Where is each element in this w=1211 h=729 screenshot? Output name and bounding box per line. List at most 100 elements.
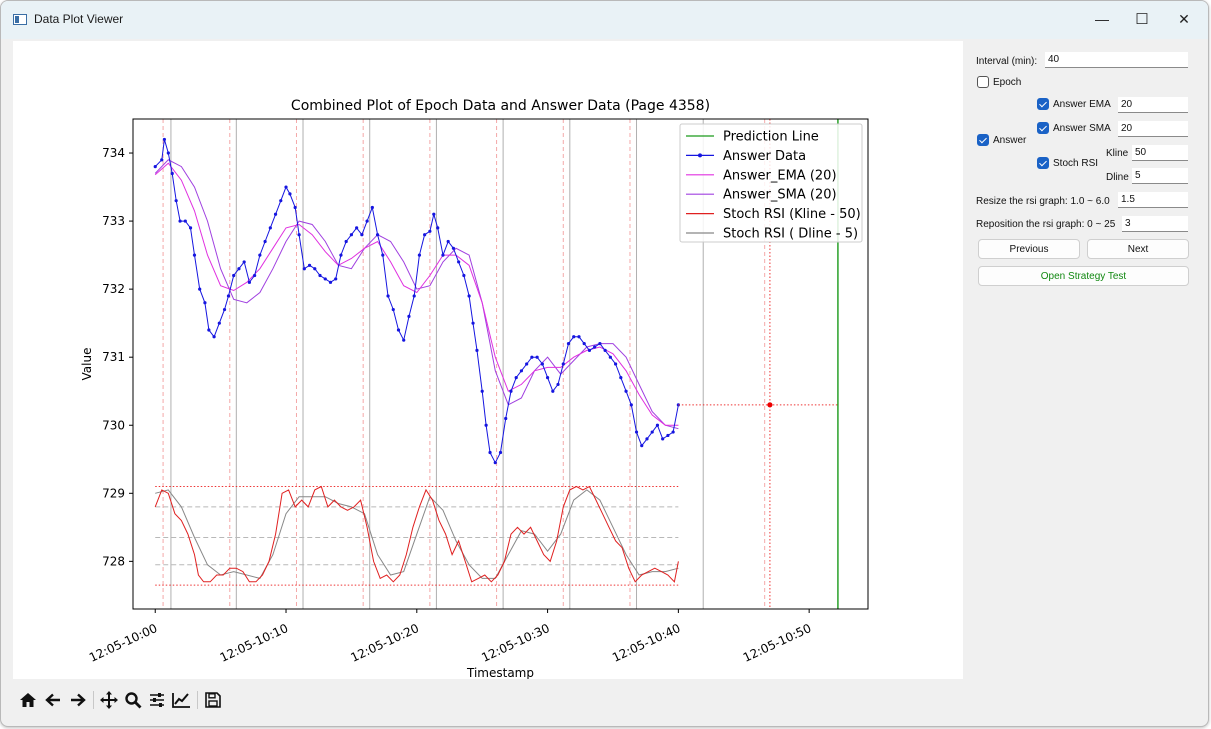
edit-axes-icon[interactable] [171,689,191,711]
answer-ema-series [154,162,679,426]
answer-data-point [237,267,241,271]
answer-data-point [313,267,317,271]
maximize-button[interactable]: ☐ [1135,11,1149,28]
interval-label: Interval (min): [976,56,1038,67]
answer-data-point [530,355,534,359]
answer-data-point [587,348,592,352]
minimize-button[interactable]: — [1095,11,1109,27]
answer-checkbox[interactable] [977,134,989,146]
answer-ema-checkbox[interactable] [1037,98,1049,110]
app-icon [13,14,27,25]
answer-data-point [407,314,411,318]
answer-data-point [551,389,555,393]
answer-data-point [263,239,267,244]
answer-data-point [242,260,246,264]
answer-data-point [212,335,216,339]
answer-sma-label: Answer SMA [1053,123,1111,134]
answer-data-point [183,219,187,223]
pan-icon[interactable] [99,689,119,711]
answer-data-point [166,151,170,155]
answer-data-point [462,273,466,278]
y-tick-label: 728 [102,554,125,568]
epoch-label: Epoch [993,77,1022,88]
answer-data-point [302,267,306,271]
x-tick-label: 12:05-10:20 [349,621,422,665]
x-tick-label: 12:05-10:30 [479,621,552,665]
open-strategy-test-button[interactable]: Open Strategy Test [978,266,1189,286]
answer-data-point [484,423,488,427]
answer-sma-series [154,159,679,430]
answer-data-point [402,338,406,342]
answer-data-point [545,376,550,380]
answer-data-point [629,403,633,407]
legend-entry: Stoch RSI (Kline - 50) [723,207,861,222]
answer-data-point [297,233,301,237]
answer-data-point [232,273,236,278]
zoom-icon[interactable] [123,689,143,711]
answer-sma-checkbox[interactable] [1037,122,1049,134]
answer-data-point [655,423,660,427]
back-arrow-icon[interactable] [43,689,63,711]
answer-data-point [645,437,649,441]
answer-data-point [671,430,675,434]
answer-data-point [423,233,427,237]
answer-data-point [593,345,597,349]
answer-data-point [488,450,492,455]
kline-label: Kline [1106,148,1129,159]
answer-data-point [162,137,166,142]
resize-input[interactable] [1118,192,1188,208]
x-tick-label: 12:05-10:00 [87,621,160,665]
x-tick-label: 12:05-10:10 [218,621,291,665]
answer-data-point [207,328,211,332]
dline-input[interactable] [1132,168,1188,184]
answer-data-point [370,205,374,210]
answer-data-point [328,280,333,284]
reposition-label: Reposition the rsi graph: 0 ~ 25 [976,219,1116,230]
answer-data-point [339,253,343,257]
forward-arrow-icon[interactable] [68,689,88,711]
answer-ema-input[interactable] [1118,97,1188,113]
resize-label: Resize the rsi graph: 1.0 ~ 6.0 [976,196,1110,207]
answer-data-point [360,233,364,237]
answer-data-point [493,461,497,465]
y-tick-label: 732 [102,282,125,296]
answer-data-point [535,355,539,359]
stoch-rsi-checkbox[interactable] [1037,157,1049,169]
answer-data-point [279,199,283,203]
answer-data-point [412,294,416,298]
answer-data-point [396,328,401,332]
save-icon[interactable] [203,689,223,711]
answer-data-point [666,433,670,438]
y-axis-label: Value [80,348,94,381]
next-button[interactable]: Next [1087,239,1189,259]
answer-label: Answer [993,135,1027,146]
answer-data-point [457,260,461,264]
answer-data-point [247,280,251,284]
answer-data-point [284,185,288,189]
answer-data-point [174,199,178,203]
plot-frame [132,118,869,610]
reposition-input[interactable] [1122,216,1188,232]
answer-data-point [525,362,529,366]
chart-svg: 728 729 730 731 732 733 734 12:05-10:00 12:05-10… [80,98,869,679]
answer-data-point [288,192,292,196]
plot-canvas[interactable]: 728 729 730 731 732 733 734 12:05-10:00 12:05-10… [13,41,963,679]
interval-input[interactable] [1045,52,1188,68]
answer-data-point [572,335,576,339]
answer-sma-input[interactable] [1118,121,1188,137]
epoch-checkbox[interactable] [977,76,989,88]
home-icon[interactable] [18,689,38,711]
kline-input[interactable] [1132,145,1188,161]
previous-button[interactable]: Previous [978,239,1080,259]
window-title: Data Plot Viewer [34,12,124,26]
title-bar[interactable]: Data Plot Viewer — ☐ ✕ [1,1,1208,39]
configure-subplots-icon[interactable] [147,689,167,711]
close-button[interactable]: ✕ [1178,10,1190,27]
stoch-dline-series [155,489,679,579]
answer-data-point [608,355,612,359]
answer-data-point [634,430,639,434]
answer-data-point [475,348,479,352]
legend-entry: Answer Data [723,149,806,164]
settings-panel: Interval (min): Epoch Answer EMA Answer … [963,41,1201,681]
